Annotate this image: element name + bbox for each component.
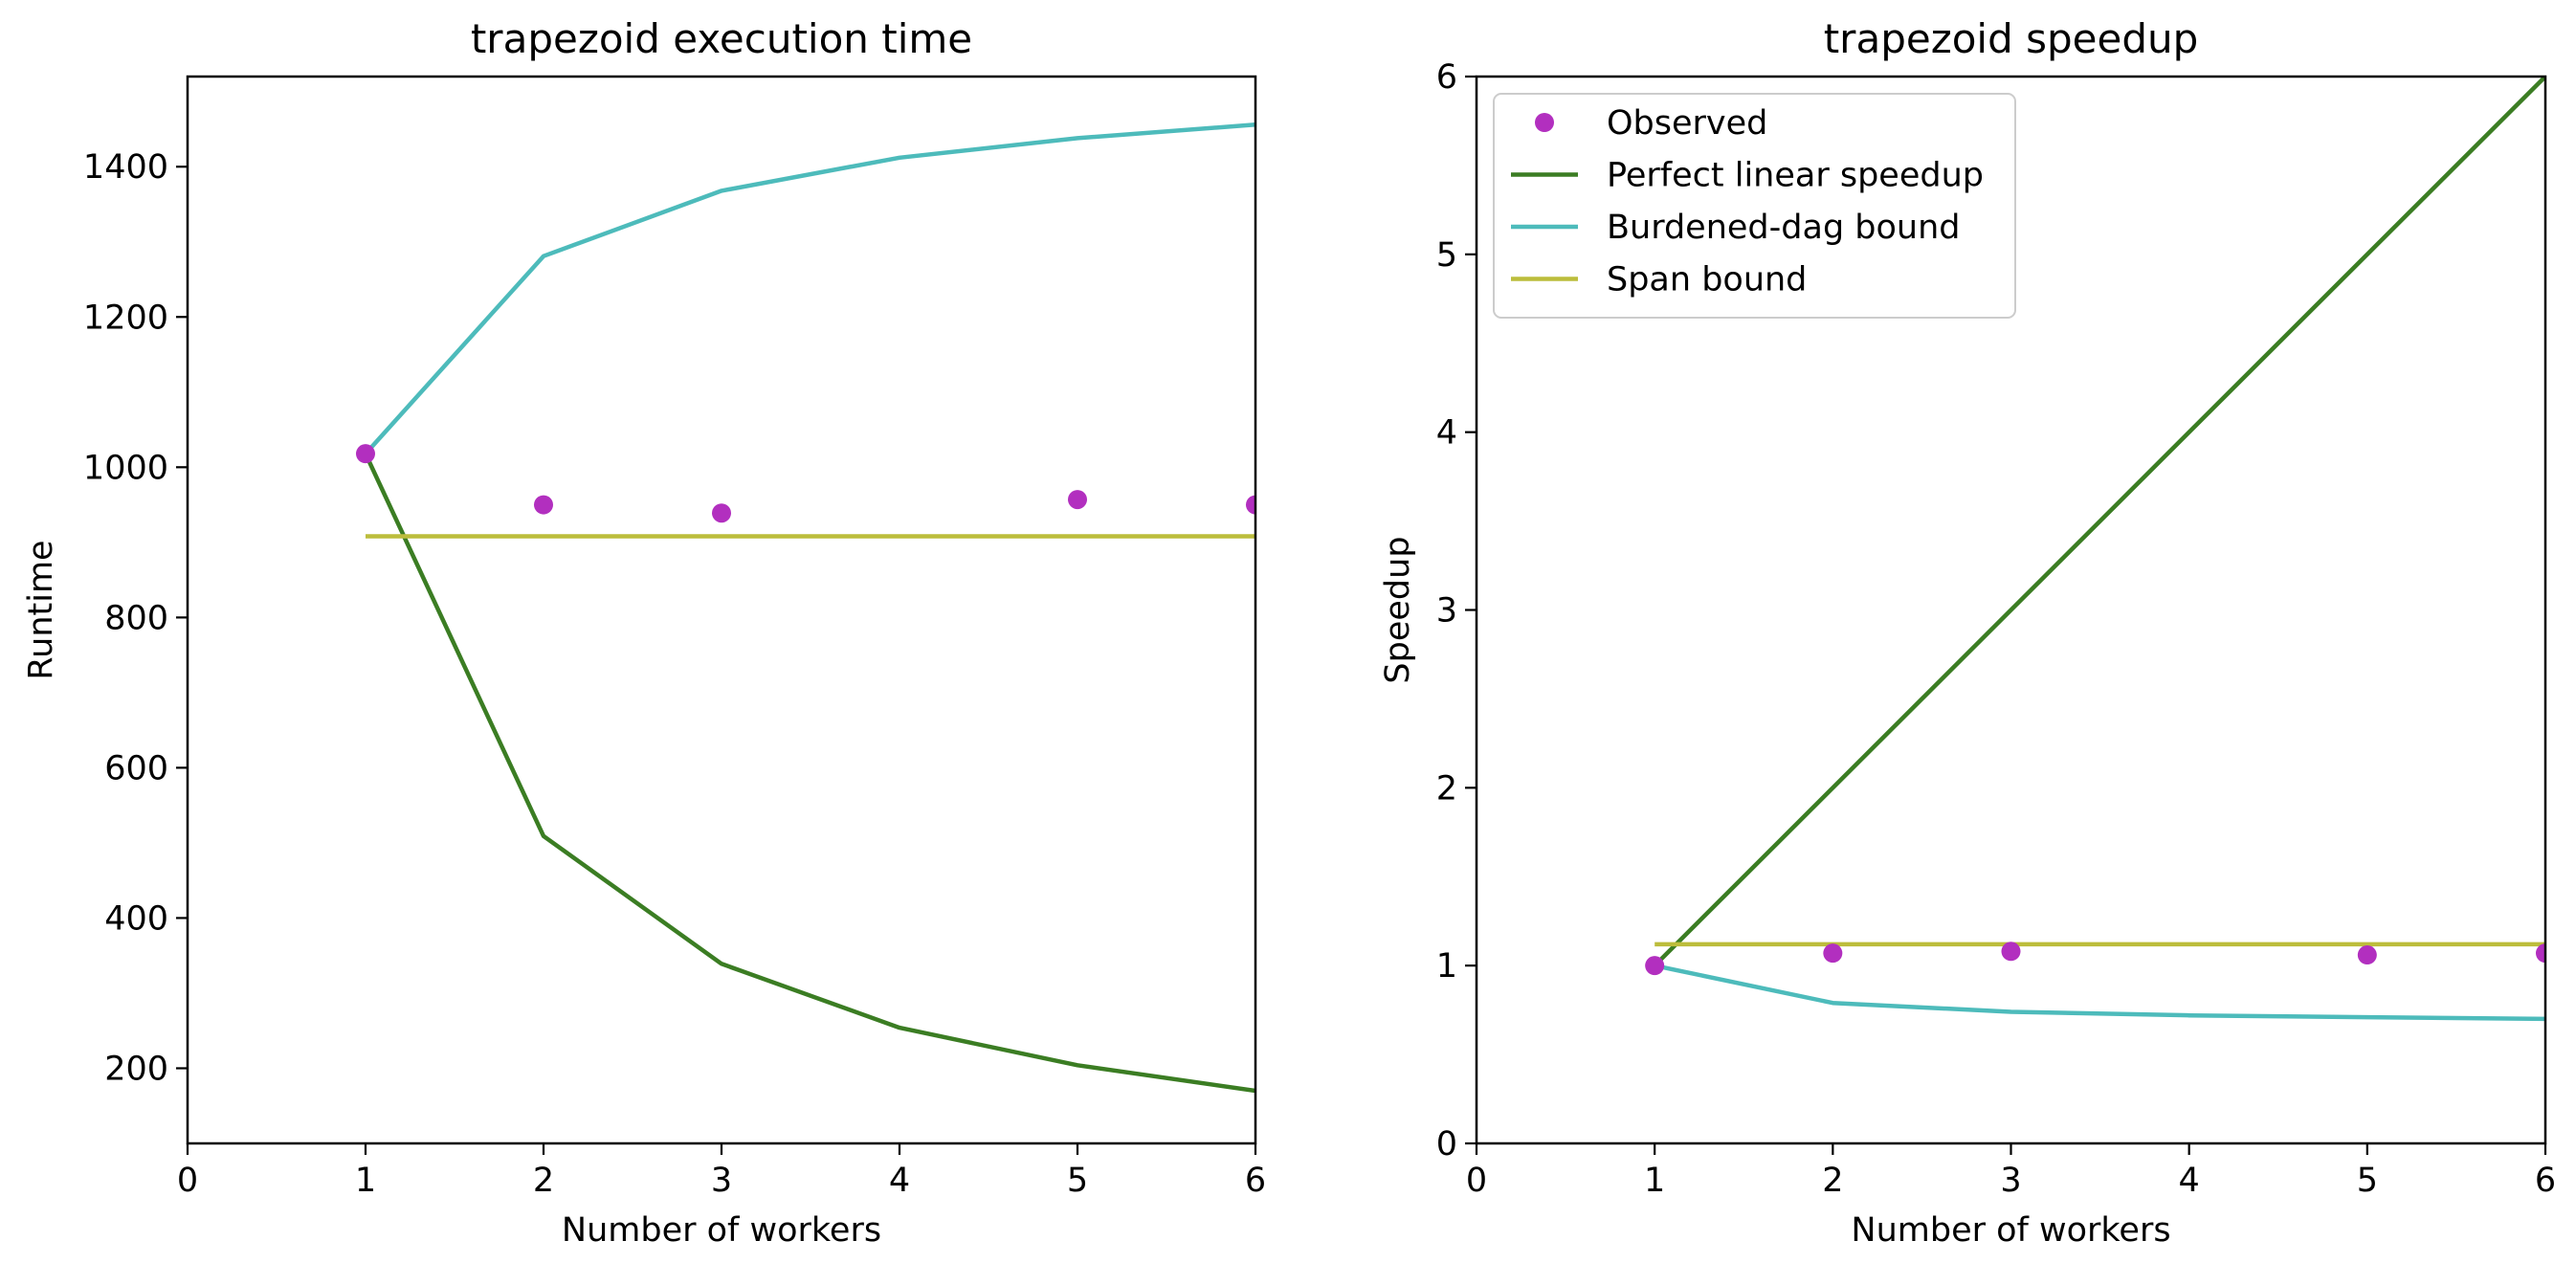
x-tick-label: 5 <box>1067 1162 1088 1200</box>
x-tick-label: 4 <box>889 1162 910 1200</box>
legend-marker <box>1535 113 1554 132</box>
y-axis-label: Speedup <box>1379 536 1417 683</box>
data-point <box>1246 495 1255 515</box>
y-tick-label: 0 <box>1436 1125 1457 1163</box>
plot-area <box>356 122 1255 1094</box>
y-tick-label: 1400 <box>83 148 168 187</box>
y-tick-label: 2 <box>1436 769 1457 808</box>
data-point <box>2357 945 2377 965</box>
x-tick-label: 0 <box>177 1162 198 1200</box>
y-tick-label: 600 <box>104 749 168 787</box>
data-point <box>534 495 553 515</box>
y-tick-label: 6 <box>1436 58 1457 97</box>
chart-panel-2: 0 1 2 3 4 5 6 0 1 2 3 4 5 6 trapezoid speedup Number of… <box>1379 15 2556 1250</box>
x-tick-label: 4 <box>2179 1162 2200 1200</box>
y-tick-label: 1 <box>1436 947 1457 986</box>
data-point <box>1645 956 1665 976</box>
x-axis-label: Number of workers <box>1851 1211 2170 1250</box>
data-point <box>712 503 731 523</box>
y-tick-label: 400 <box>104 899 168 938</box>
data-point <box>2001 942 2021 962</box>
axes-frame <box>186 75 1257 1145</box>
legend-label: Perfect linear speedup <box>1607 157 1984 195</box>
chart-title: trapezoid execution time <box>471 15 972 62</box>
y-axis-label: Runtime <box>22 540 60 679</box>
x-tick-label: 1 <box>355 1162 376 1200</box>
series-line-perfect-linear-speedup <box>1653 77 2545 967</box>
chart-title: trapezoid speedup <box>1824 15 2199 62</box>
y-tick-label: 200 <box>104 1050 168 1088</box>
x-tick-label: 0 <box>1466 1162 1487 1200</box>
chart-panel-1: 0 1 2 3 4 5 6 200 400 600 800 1000 1200 1400 trapezoid… <box>22 15 1266 1250</box>
x-axis-label: Number of workers <box>562 1211 881 1250</box>
legend-label: Burdened-dag bound <box>1607 209 1961 247</box>
x-tick-label: 5 <box>2357 1162 2378 1200</box>
x-tick-label: 6 <box>1245 1162 1266 1200</box>
plot-area <box>1645 77 2545 1022</box>
data-point <box>1068 490 1087 510</box>
series-line-burdened-dag-bound <box>364 122 1255 455</box>
x-tick-label: 1 <box>1644 1162 1665 1200</box>
y-tick-label: 4 <box>1436 414 1457 453</box>
x-tick-label: 6 <box>2535 1162 2556 1200</box>
x-tick-label: 2 <box>1822 1162 1843 1200</box>
data-point <box>1823 943 1843 964</box>
data-point <box>356 444 375 464</box>
series-line-perfect-linear-speedup <box>363 453 1255 1094</box>
y-tick-label: 1000 <box>83 449 168 487</box>
legend-label: Observed <box>1607 104 1767 143</box>
x-tick-label: 3 <box>2000 1162 2021 1200</box>
legend-box <box>1493 93 2016 319</box>
y-tick-label: 800 <box>104 599 168 637</box>
y-tick-label: 3 <box>1436 592 1457 631</box>
data-point <box>2536 943 2545 964</box>
legend: Observed Perfect linear speedup Burdened-d… <box>1493 93 2016 319</box>
y-tick-label: 5 <box>1436 236 1457 275</box>
y-tick-label: 1200 <box>83 299 168 337</box>
series-line-burdened-dag-bound <box>1654 963 2545 1022</box>
x-tick-label: 2 <box>533 1162 554 1200</box>
x-tick-label: 3 <box>711 1162 732 1200</box>
legend-label: Span bound <box>1607 261 1807 299</box>
